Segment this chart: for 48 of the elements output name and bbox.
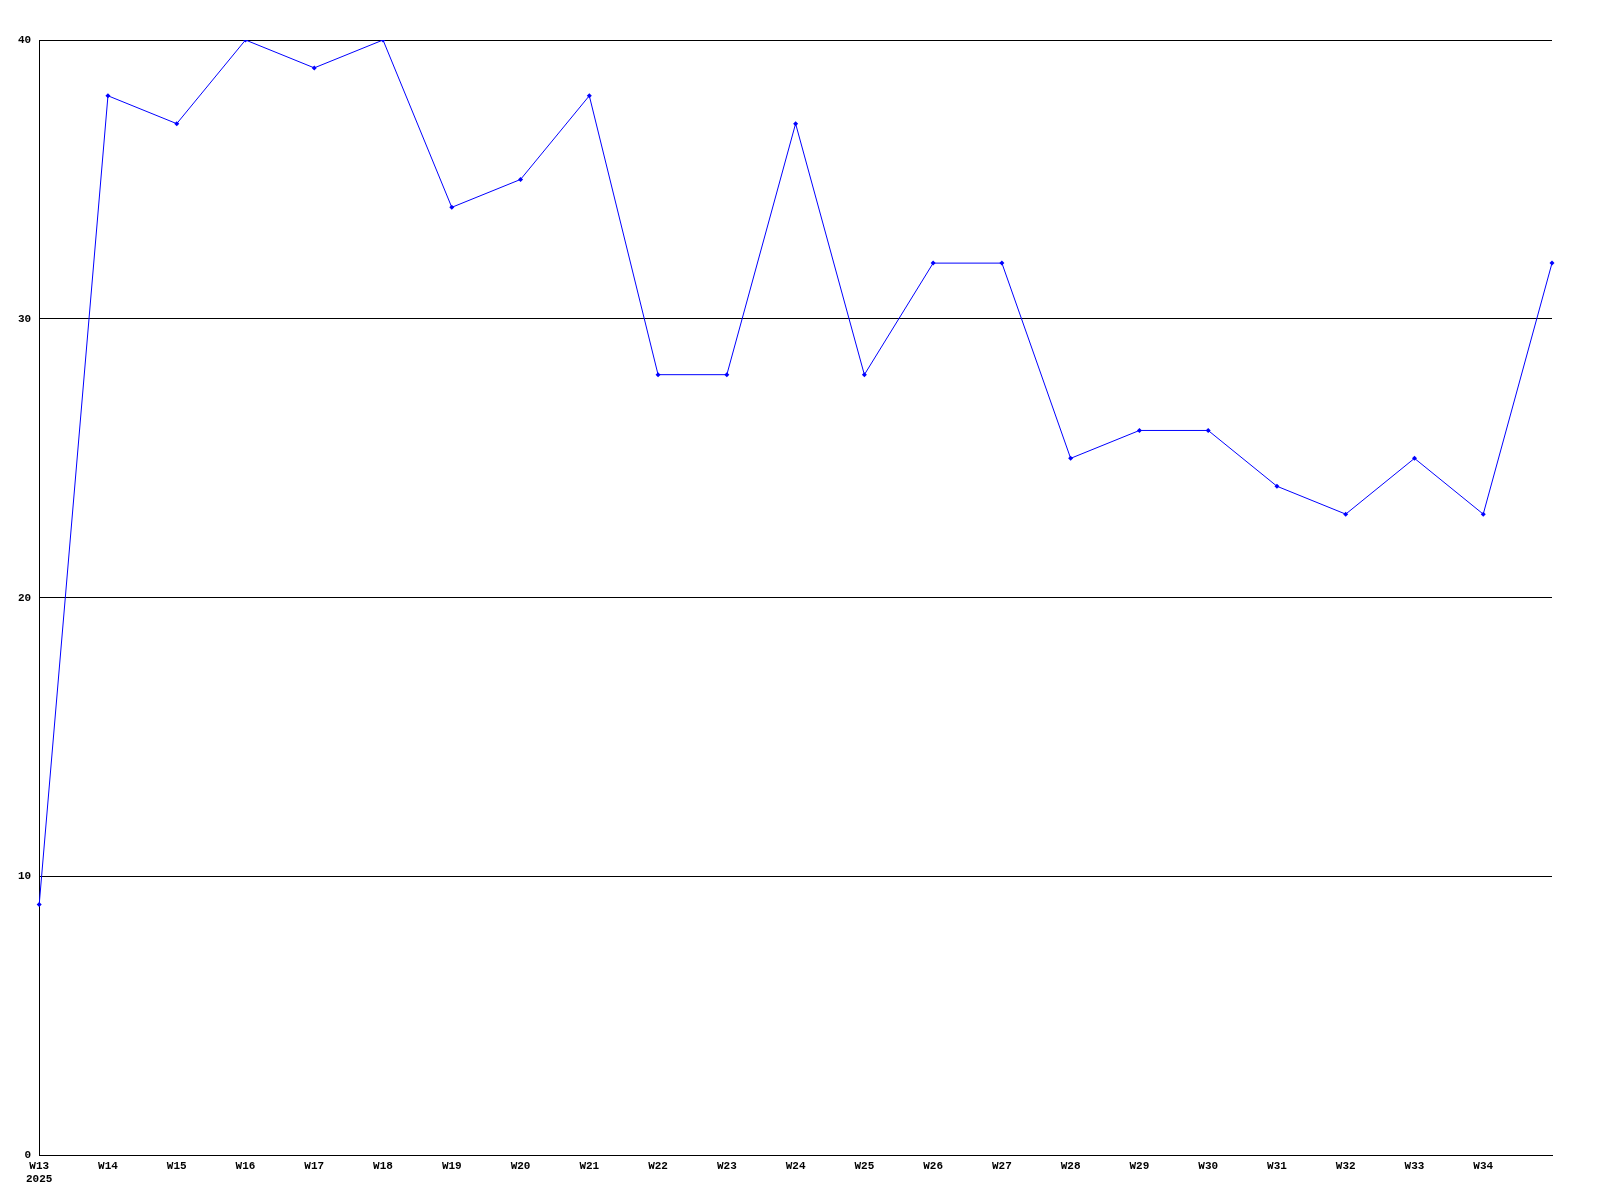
point — [586, 93, 592, 99]
point — [1480, 511, 1486, 517]
y-tick-label: 30 — [18, 312, 32, 325]
point — [1411, 455, 1417, 461]
point — [449, 204, 455, 210]
point — [105, 93, 111, 99]
point — [1274, 483, 1280, 489]
point — [174, 121, 180, 127]
x-tick-label: W26 — [923, 1159, 944, 1172]
x-tick-label: W29 — [1129, 1159, 1150, 1172]
point — [1549, 260, 1555, 266]
x-tick-label: W20 — [510, 1159, 531, 1172]
x-tick-label: W24 — [785, 1159, 806, 1172]
x-tick-label: W34 — [1473, 1159, 1494, 1172]
x-tick-label: W32 — [1335, 1159, 1356, 1172]
point — [1205, 427, 1211, 433]
x-tick-label: W19 — [441, 1159, 462, 1172]
point — [655, 372, 661, 378]
point — [724, 372, 730, 378]
point — [999, 260, 1005, 266]
point — [1136, 427, 1142, 433]
x-tick-label: W17 — [304, 1159, 325, 1172]
point — [311, 65, 317, 71]
x-tick-label: W14 — [98, 1159, 119, 1172]
x-tick-label: W28 — [1060, 1159, 1081, 1172]
point — [518, 176, 524, 182]
y-tick-label: 20 — [18, 591, 32, 604]
x-tick-label: W31 — [1267, 1159, 1288, 1172]
x-tick-label: W27 — [991, 1159, 1012, 1172]
x-tick-label: W15 — [166, 1159, 188, 1172]
x-tick-label: W33 — [1404, 1159, 1425, 1172]
y-tick-label: 10 — [18, 870, 32, 883]
point — [1343, 511, 1349, 517]
x-tick-label: W13 2025 — [26, 1159, 53, 1186]
x-tick-label: W22 — [648, 1159, 668, 1172]
y-tick-label: 40 — [18, 33, 32, 46]
x-tick-label: W21 — [579, 1159, 600, 1172]
point — [930, 260, 936, 266]
point — [793, 121, 799, 127]
x-tick-label: W30 — [1198, 1159, 1219, 1172]
point — [861, 372, 867, 378]
point — [1068, 455, 1074, 461]
x-tick-label: W25 — [854, 1159, 875, 1172]
x-tick-label: W23 — [716, 1159, 738, 1172]
y-tick-label: 0 — [24, 1149, 32, 1162]
x-tick-label: W18 — [373, 1159, 394, 1172]
point — [36, 902, 42, 908]
x-tick-label: W16 — [235, 1159, 256, 1172]
